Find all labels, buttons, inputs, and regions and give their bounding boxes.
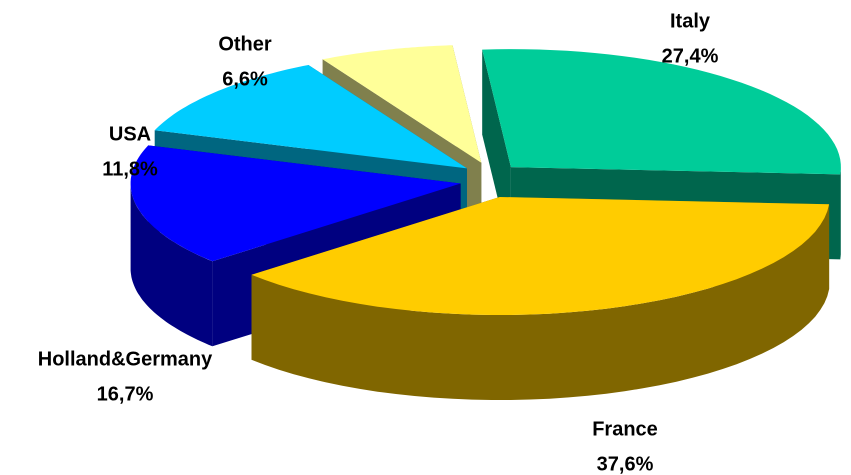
slice (251, 197, 830, 315)
slice-value-label: 11,8% (102, 158, 158, 180)
slice (322, 45, 482, 163)
slice-label: Other (218, 33, 272, 55)
slice (130, 145, 461, 262)
slice-outer-wall (251, 204, 830, 400)
slice-value-label: 27,4% (662, 45, 719, 67)
slice-value-label: 16,7% (97, 383, 154, 405)
slice-label: USA (109, 123, 151, 145)
slice-outer-wall (130, 183, 213, 347)
slice (154, 65, 467, 169)
slice-label: Holland&Germany (38, 348, 213, 370)
slice (251, 197, 830, 400)
slice-value-label: 37,6% (597, 453, 654, 475)
slice-outer-wall (840, 167, 841, 260)
slice-label: Italy (670, 10, 711, 32)
slice (482, 49, 841, 175)
slice-label: France (592, 418, 658, 440)
slice-value-label: 6,6% (222, 68, 268, 90)
